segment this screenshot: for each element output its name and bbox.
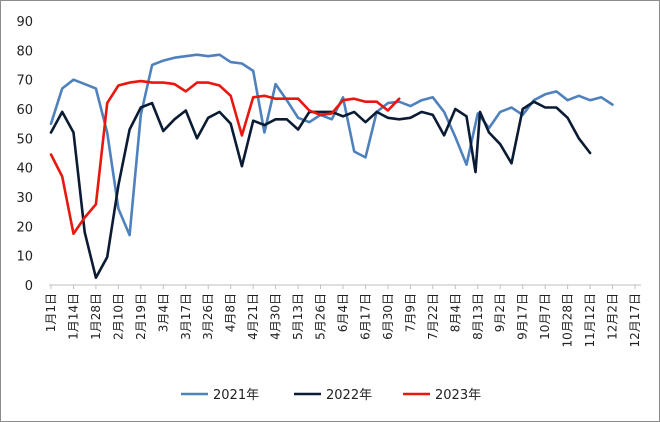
y-tick-label: 0 [25, 279, 33, 294]
y-tick-label: 30 [16, 191, 33, 206]
plot-lines [49, 53, 614, 280]
x-tick-label: 8月4日 [448, 293, 462, 332]
x-tick-label: 7月22日 [426, 293, 440, 340]
x-tick-label: 5月26日 [314, 293, 328, 340]
series-line-2023年 [49, 79, 401, 235]
x-tick-label: 4月30日 [269, 293, 283, 340]
y-tick-label: 50 [16, 132, 33, 147]
x-tick-label: 10月7日 [538, 293, 552, 340]
x-tick-label: 12月17日 [628, 293, 642, 348]
x-tick-label: 3月4日 [156, 293, 170, 332]
x-tick-label: 1月1日 [44, 293, 58, 332]
legend-label: 2023年 [435, 388, 481, 403]
x-tick-label: 8月13日 [471, 293, 485, 340]
y-tick-label: 60 [16, 103, 33, 118]
x-tick-label: 10月28日 [561, 293, 575, 348]
y-tick-label: 70 [16, 74, 33, 89]
y-tick-label: 40 [16, 162, 33, 177]
x-tick-label: 1月28日 [89, 293, 103, 340]
y-axis-labels: 0 10 20 30 40 50 60 70 80 90 [16, 15, 33, 294]
series-line-2022年 [49, 100, 592, 280]
y-tick-label: 80 [16, 44, 33, 59]
x-tick-label: 11月12日 [583, 293, 597, 348]
x-tick-label: 6月4日 [336, 293, 350, 332]
y-tick-label: 90 [16, 15, 33, 30]
series-line-2021年 [49, 53, 614, 237]
x-tick-label: 3月26日 [201, 293, 215, 340]
legend-label: 2021年 [213, 388, 259, 403]
x-tick-label: 5月13日 [291, 293, 305, 340]
x-tick-label: 2月19日 [134, 293, 148, 340]
y-tick-label: 20 [16, 220, 33, 235]
x-tick-label: 7月9日 [403, 293, 417, 332]
legend: 2021年 2022年 2023年 [181, 388, 481, 403]
legend-label: 2022年 [326, 388, 372, 403]
x-tick-label: 2月10日 [111, 293, 125, 340]
x-tick-label: 9月17日 [516, 293, 530, 340]
x-tick-label: 6月17日 [358, 293, 372, 340]
x-tick-label: 1月14日 [66, 293, 80, 340]
y-tick-label: 10 [16, 250, 33, 265]
x-tick-label: 6月30日 [381, 293, 395, 340]
x-tick-label: 9月2日 [493, 293, 507, 332]
x-tick-label: 4月21日 [246, 293, 260, 340]
x-tick-label: 3月17日 [179, 293, 193, 340]
x-axis: 1月1日 1月14日 1月28日 2月10日 2月19日 3月4日 3月17日 3月26日 4月… [44, 284, 642, 348]
x-tick-label: 4月8日 [224, 293, 238, 332]
x-tick-label: 12月2日 [606, 293, 620, 340]
